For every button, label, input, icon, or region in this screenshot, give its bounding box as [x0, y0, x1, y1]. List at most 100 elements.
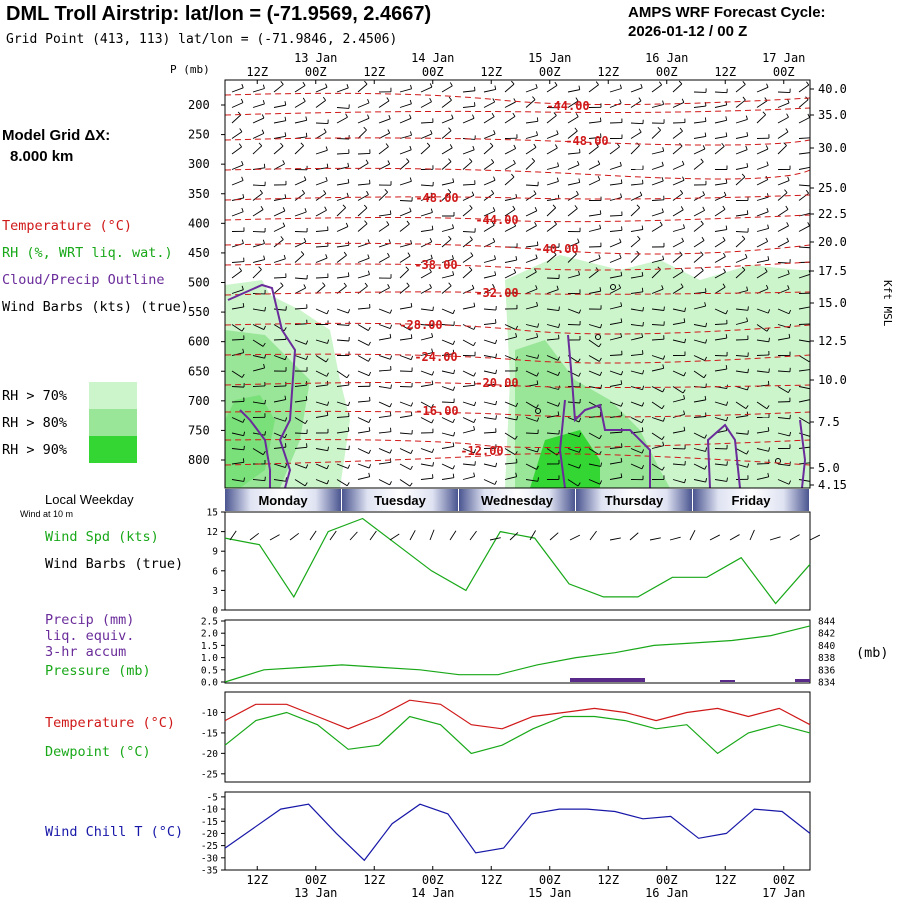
wind-barb-staff — [462, 117, 475, 124]
wind-barb-staff — [420, 86, 433, 93]
wind-barb-staff — [336, 226, 349, 232]
wind-barb — [672, 351, 686, 356]
wind-barb-staff — [252, 209, 264, 217]
wind-barb — [294, 132, 308, 139]
wind-barb — [336, 84, 349, 93]
wind-barb-staff — [441, 445, 454, 449]
pressure-tick-label: 842 — [818, 629, 835, 640]
wind-barb — [294, 339, 309, 345]
legend-rh90-swatch — [89, 436, 137, 463]
wind-barb-staff — [525, 193, 537, 201]
wind-barb-flag — [705, 447, 708, 452]
wind-barb — [777, 397, 791, 403]
wind-barb — [525, 477, 539, 482]
wind-barb-staff — [609, 354, 623, 356]
wind-barb-staff — [714, 417, 727, 422]
wind-barb-flag — [598, 254, 601, 259]
wind-barb — [231, 83, 244, 93]
wind-barb — [798, 302, 810, 310]
wind-barb-staff — [798, 117, 810, 124]
temp-contour-label: -16.00 — [415, 404, 458, 418]
wind-barb-staff — [420, 384, 433, 387]
wind-barb — [336, 222, 349, 232]
wind-barb — [672, 283, 684, 294]
wind-barb — [525, 143, 537, 155]
wind-barb — [315, 308, 330, 315]
wind-barb-staff — [378, 461, 391, 465]
wind-barb-flag — [284, 194, 287, 199]
wind-barb-staff — [777, 479, 790, 485]
wind-barb — [630, 179, 644, 186]
wind-barb-staff — [546, 414, 559, 418]
wind-barb-staff — [777, 145, 787, 155]
wind-barb — [630, 417, 644, 424]
wind-barb — [693, 432, 707, 439]
wind-barb-flag — [284, 132, 287, 137]
wind-barb-staff — [504, 448, 516, 456]
wind-barb-flag — [620, 457, 623, 462]
wind-barb — [273, 273, 287, 279]
wind-barb-flag — [746, 163, 749, 168]
wind-barb-flag — [389, 324, 393, 329]
wind-barb — [294, 417, 308, 425]
wind-barb-staff — [714, 135, 727, 139]
temp-tick-label: -10 — [201, 708, 218, 719]
wind-barb-flag — [389, 481, 392, 486]
wind-barb — [357, 254, 370, 263]
wind-barb-staff — [651, 355, 664, 360]
wind-barb-flag — [363, 126, 367, 131]
wind-barb — [336, 463, 351, 469]
wind-barb-staff — [441, 147, 453, 155]
wind-barb-staff — [504, 355, 517, 361]
wind-barb-staff — [399, 117, 412, 124]
wind-barb-flag — [347, 162, 350, 167]
wind-barb — [777, 308, 792, 315]
wind-barb — [735, 163, 749, 170]
windchill-tick-label: -35 — [201, 866, 218, 877]
wind-barb-flag — [806, 81, 810, 86]
bottom-time-label: 12Z — [246, 873, 268, 887]
wind-barb-flag — [599, 210, 602, 215]
wind-barb-flag — [534, 221, 537, 226]
wind-barb-staff — [441, 477, 454, 480]
wind-barb — [378, 308, 393, 314]
wind-barb-staff — [378, 337, 391, 341]
wind-barb-staff — [525, 463, 537, 470]
wind-barb — [420, 237, 433, 248]
wind-barb-flag — [431, 225, 434, 230]
wind-barb-flag — [301, 189, 305, 194]
wind-barb — [231, 445, 245, 451]
wind-barb — [483, 207, 496, 217]
wind-barb-staff — [420, 133, 433, 139]
wind-barb-flag — [786, 237, 790, 242]
wind-barb-staff — [504, 417, 517, 421]
wind-barb-staff — [399, 415, 412, 418]
wind-barb-staff — [735, 320, 748, 325]
surface-wind-barb — [569, 534, 581, 541]
wind-barb — [651, 195, 665, 201]
wind-barb-staff — [231, 180, 244, 186]
cloud-marker — [535, 408, 541, 414]
wind-barb — [630, 119, 644, 125]
wind-barb — [378, 114, 391, 124]
wind-barb-staff — [693, 324, 706, 328]
wind-barb — [252, 399, 266, 405]
wind-barb-flag — [637, 235, 641, 240]
wind-barb-flag — [305, 340, 309, 345]
wind-barb-flag — [449, 144, 453, 149]
legend-rh70-label: RH > 70% — [2, 388, 68, 404]
wind-barb-flag — [641, 418, 644, 423]
wind-barb-staff — [378, 324, 391, 329]
wind-barb-staff — [672, 209, 684, 217]
surface-wind-barb — [509, 532, 519, 541]
wind-barb — [252, 205, 264, 217]
wind-barb-flag — [305, 116, 308, 121]
wind-barb-flag — [553, 251, 557, 256]
wind-barb-staff — [483, 322, 496, 325]
wind-barb — [462, 86, 476, 93]
wind-barb-staff — [735, 119, 748, 124]
wind-barb-flag — [238, 143, 242, 148]
wind-barb-flag — [767, 380, 770, 385]
wind-barb — [252, 363, 266, 372]
wind-barb-staff — [714, 271, 726, 279]
